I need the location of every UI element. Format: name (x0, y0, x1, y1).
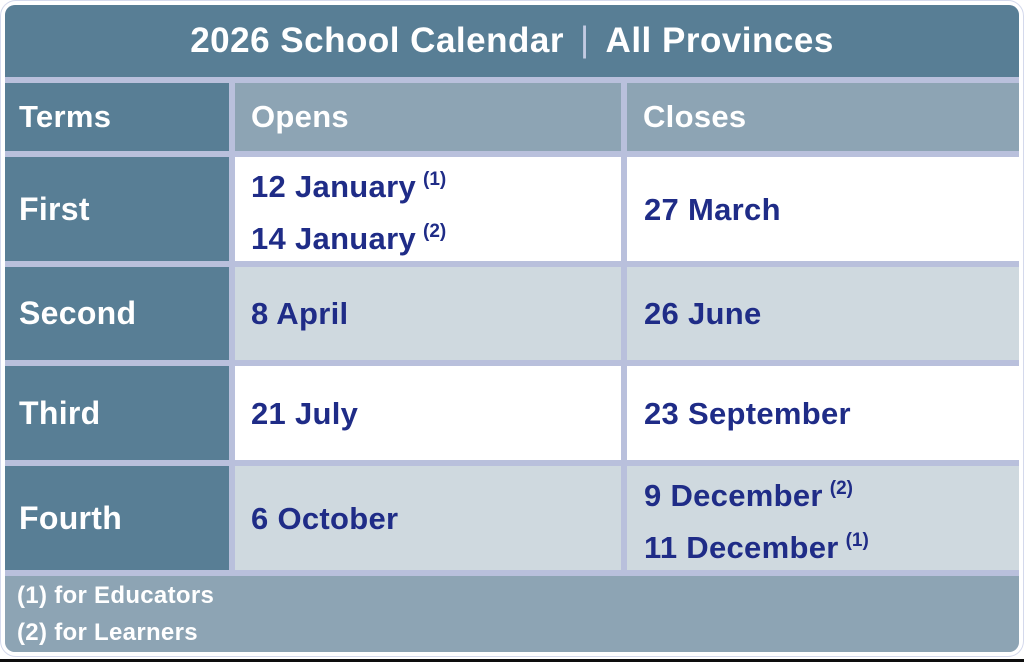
column-header-row: Terms Opens Closes (5, 83, 1019, 151)
date-line: 11 December (1) (644, 530, 869, 565)
page-bottom-divider (0, 659, 1024, 662)
term-cell: First (5, 157, 229, 261)
opens-cell: 12 January (1) 14 January (2) (235, 157, 621, 261)
closes-cell: 9 December (2) 11 December (1) (627, 466, 1019, 570)
date-line: 9 December (2) (644, 478, 854, 513)
opens-cell: 6 October (235, 466, 621, 570)
table-row-second-term: Second 8 April 26 June (5, 267, 1019, 360)
date-line: 26 June (644, 296, 762, 331)
column-header-terms: Terms (5, 83, 229, 151)
date-line: 14 January (2) (251, 221, 447, 256)
footnote-marker: (2) (829, 478, 854, 499)
footnote-learners: (2) for Learners (17, 619, 198, 646)
date-line: 8 April (251, 296, 349, 331)
column-header-opens: Opens (235, 83, 621, 151)
term-cell: Fourth (5, 466, 229, 570)
footnote-educators: (1) for Educators (17, 582, 215, 609)
opens-cell: 21 July (235, 366, 621, 460)
closes-cell: 23 September (627, 366, 1019, 460)
closes-cell: 27 March (627, 157, 1019, 261)
date-line: 12 January (1) (251, 169, 447, 204)
table-row-third-term: Third 21 July 23 September (5, 366, 1019, 460)
opens-cell: 8 April (235, 267, 621, 360)
title-text-suffix: All Provinces (605, 21, 834, 60)
column-header-closes: Closes (627, 83, 1019, 151)
calendar-table-inner: 2026 School Calendar | All Provinces Ter… (5, 5, 1019, 652)
closes-cell: 26 June (627, 267, 1019, 360)
footnote-marker: (1) (845, 530, 869, 551)
title-text-main: 2026 School Calendar (190, 21, 564, 60)
footnote-marker: (2) (423, 221, 447, 242)
date-line: 23 September (644, 395, 851, 431)
table-row-first-term: First 12 January (1) 14 January (2) 27 Mar… (5, 157, 1019, 261)
table-title-bar: 2026 School Calendar | All Provinces (5, 5, 1019, 77)
date-line: 6 October (251, 500, 399, 536)
term-cell: Third (5, 366, 229, 460)
footnote-marker: (1) (423, 169, 447, 190)
term-cell: Second (5, 267, 229, 360)
footnotes-bar: (1) for Educators (2) for Learners (5, 576, 1019, 652)
date-line: 21 July (251, 395, 359, 431)
date-line: 27 March (644, 191, 781, 227)
title-separator: | (579, 20, 590, 59)
table-row-fourth-term: Fourth 6 October 9 December (2) 11 Decemb… (5, 466, 1019, 570)
